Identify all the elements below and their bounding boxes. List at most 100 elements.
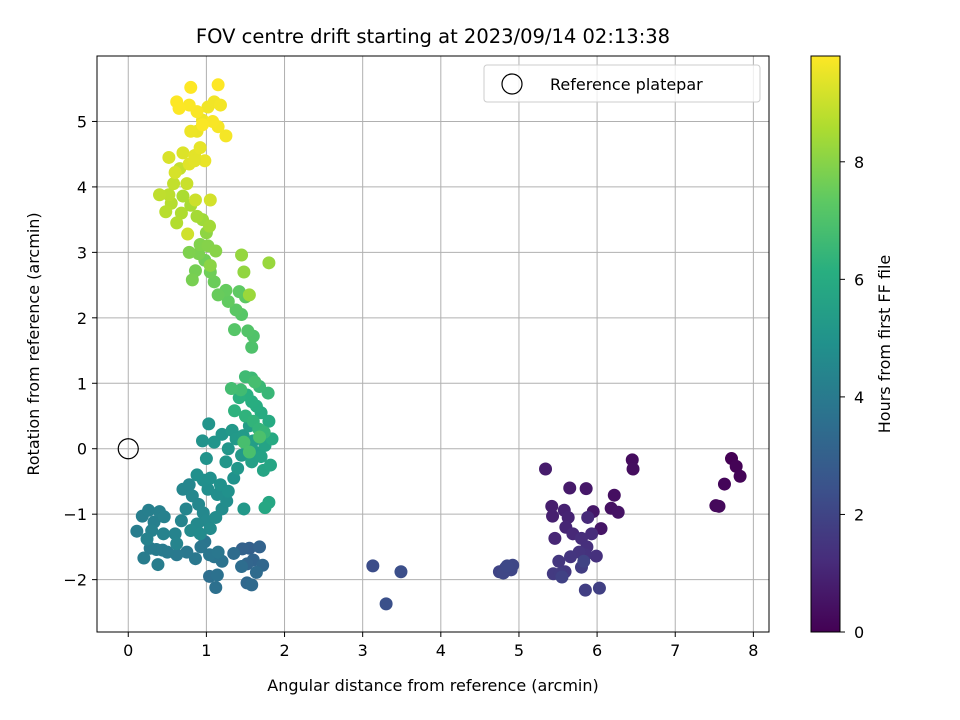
- data-point: [182, 478, 196, 492]
- data-point: [190, 468, 204, 482]
- data-point: [229, 303, 243, 317]
- data-point: [209, 580, 223, 594]
- data-point: [235, 560, 249, 574]
- x-tick-label: 8: [748, 641, 758, 660]
- data-point: [253, 430, 267, 444]
- data-point: [581, 510, 595, 524]
- data-point: [211, 288, 225, 302]
- x-tick-label: 5: [514, 641, 524, 660]
- data-point: [563, 481, 577, 495]
- data-point: [235, 248, 249, 262]
- y-tick-label: 5: [77, 112, 87, 131]
- data-point: [203, 219, 217, 233]
- data-point: [394, 565, 408, 579]
- data-point: [180, 545, 194, 559]
- data-point: [176, 189, 190, 203]
- data-point: [729, 459, 743, 473]
- data-point: [182, 98, 196, 112]
- data-point: [227, 546, 241, 560]
- legend-label: Reference platepar: [550, 75, 703, 94]
- data-point: [151, 558, 165, 572]
- data-point: [179, 502, 193, 516]
- y-tick-label: 3: [77, 243, 87, 262]
- y-tick-label: 4: [77, 178, 87, 197]
- data-point: [209, 244, 223, 258]
- data-point: [199, 452, 213, 466]
- data-point: [202, 417, 216, 431]
- colorbar-ticks: 0 2 4 6 8: [840, 153, 864, 642]
- data-point: [237, 265, 251, 279]
- x-tick-label: 4: [436, 641, 446, 660]
- data-point: [180, 177, 194, 191]
- data-point: [195, 434, 209, 448]
- data-point: [733, 469, 747, 483]
- data-point: [172, 101, 186, 115]
- data-point: [215, 427, 229, 441]
- legend-marker-circle-icon: [501, 73, 523, 95]
- data-point: [190, 209, 204, 223]
- data-point: [548, 531, 562, 545]
- data-point: [539, 462, 553, 476]
- data-point: [159, 205, 173, 219]
- data-point: [366, 559, 380, 573]
- data-point: [188, 154, 202, 168]
- data-point: [220, 494, 234, 508]
- data-point: [592, 581, 606, 595]
- y-tick-label: −1: [63, 505, 87, 524]
- data-point: [249, 565, 263, 579]
- colorbar-tick-label: 8: [854, 153, 864, 172]
- data-point: [579, 482, 593, 496]
- data-point: [174, 514, 188, 528]
- colorbar-label: Hours from first FF file: [875, 255, 894, 434]
- data-point: [194, 540, 208, 554]
- data-point: [167, 177, 181, 191]
- data-point: [717, 477, 731, 491]
- y-tick-label: 2: [77, 309, 87, 328]
- data-point: [231, 461, 245, 475]
- data-point: [168, 166, 182, 180]
- data-point: [227, 471, 241, 485]
- colorbar-tick-label: 4: [854, 388, 864, 407]
- plot-frame: [96, 55, 770, 633]
- data-point: [546, 509, 560, 523]
- data-point: [162, 188, 176, 202]
- colorbar: [810, 55, 841, 633]
- data-point: [221, 294, 235, 308]
- y-axis-label: Rotation from reference (arcmin): [24, 212, 43, 475]
- data-point: [241, 324, 255, 338]
- data-point: [561, 510, 575, 524]
- data-point: [545, 499, 559, 513]
- data-point: [224, 382, 238, 396]
- data-point: [174, 206, 188, 220]
- y-tick-label: 0: [77, 440, 87, 459]
- data-point: [577, 554, 591, 568]
- grid: [97, 56, 769, 632]
- data-point: [211, 545, 225, 559]
- x-tick-label: 1: [201, 641, 211, 660]
- y-axis-ticks: −2 −1 0 1 2 3 4 5: [63, 112, 97, 590]
- data-point: [193, 527, 207, 541]
- x-axis-ticks: 0 1 2 3 4 5 6 7 8: [123, 632, 758, 660]
- data-point: [221, 484, 235, 498]
- data-point: [248, 375, 262, 389]
- data-point: [211, 78, 225, 92]
- data-point: [203, 522, 217, 536]
- colorbar-tick-label: 0: [854, 623, 864, 642]
- data-point: [182, 245, 196, 259]
- data-point: [219, 455, 233, 469]
- data-point: [213, 98, 227, 112]
- colorbar-tick-label: 2: [854, 505, 864, 524]
- data-point: [203, 193, 217, 207]
- data-point: [578, 583, 592, 597]
- data-point: [237, 435, 251, 449]
- data-point: [168, 527, 182, 541]
- reference-platepar-marker: [117, 438, 139, 460]
- data-point: [258, 501, 272, 515]
- data-point: [130, 524, 144, 538]
- data-point: [253, 540, 267, 554]
- data-point: [607, 488, 621, 502]
- data-point: [162, 150, 176, 164]
- data-point: [195, 118, 209, 132]
- chart-title: FOV centre drift starting at 2023/09/14 …: [196, 25, 670, 48]
